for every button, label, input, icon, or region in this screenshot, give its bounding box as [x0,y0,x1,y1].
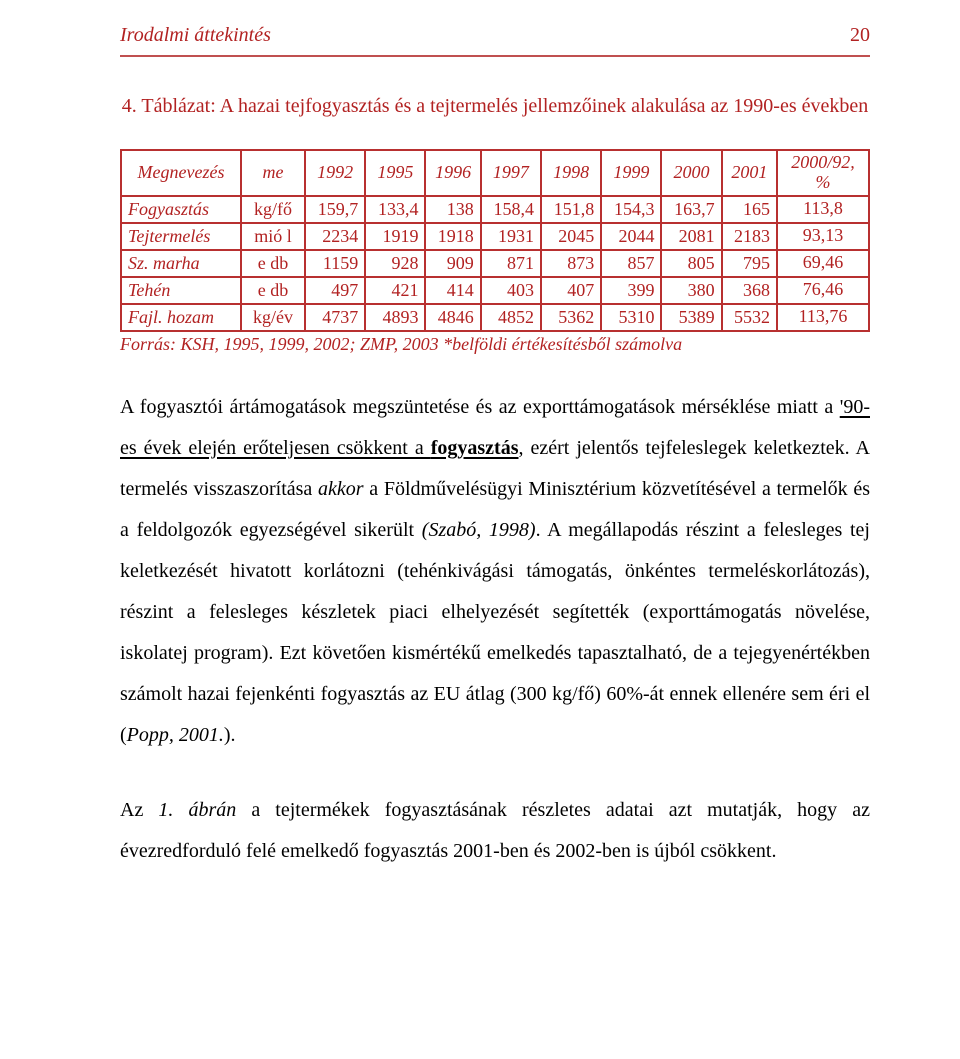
cell: 873 [541,250,601,277]
paragraph-2: Az 1. ábrán a tejtermékek fogyasztásának… [120,790,870,872]
cell: 5389 [661,304,721,331]
row-unit: e db [241,277,305,304]
text-underlined-bold: fogyasztás [431,437,519,459]
cell: 857 [601,250,661,277]
cell: 795 [722,250,777,277]
paragraph-1: A fogyasztói ártámogatások megszüntetése… [120,387,870,756]
row-label: Fogyasztás [121,196,241,223]
text-italic: 1. ábrán [158,799,236,821]
col-header: Megnevezés [121,150,241,196]
running-header: Irodalmi áttekintés 20 [120,24,870,57]
text-italic: akkor [318,478,364,500]
cell: 909 [425,250,480,277]
row-label: Fajl. hozam [121,304,241,331]
row-unit: mió l [241,223,305,250]
cell: 2081 [661,223,721,250]
cell: 2183 [722,223,777,250]
cell: 76,46 [777,277,869,304]
cell: 407 [541,277,601,304]
row-unit: kg/év [241,304,305,331]
row-label: Tejtermelés [121,223,241,250]
row-label: Sz. marha [121,250,241,277]
cell: 1918 [425,223,480,250]
cell: 4846 [425,304,480,331]
cell: 380 [661,277,721,304]
text-italic: Popp, 2001. [127,724,224,746]
text: ). [224,724,236,746]
row-unit: e db [241,250,305,277]
cell: 133,4 [365,196,425,223]
table-header-row: Megnevezés me 1992 1995 1996 1997 1998 1… [121,150,869,196]
table-row: Tehéne db49742141440340739938036876,46 [121,277,869,304]
cell: 93,13 [777,223,869,250]
cell: 163,7 [661,196,721,223]
col-header: 2000 [661,150,721,196]
table-source: Forrás: KSH, 1995, 1999, 2002; ZMP, 2003… [120,334,870,355]
cell: 154,3 [601,196,661,223]
cell: 421 [365,277,425,304]
cell: 368 [722,277,777,304]
col-header: 1997 [481,150,541,196]
cell: 414 [425,277,480,304]
cell: 1919 [365,223,425,250]
cell: 159,7 [305,196,365,223]
col-header: 1992 [305,150,365,196]
text: A fogyasztói ártámogatások megszüntetése… [120,396,840,418]
cell: 1159 [305,250,365,277]
table-title: 4. Táblázat: A hazai tejfogyasztás és a … [120,91,870,121]
data-table: Megnevezés me 1992 1995 1996 1997 1998 1… [120,149,870,332]
table-row: Tejtermelésmió l223419191918193120452044… [121,223,869,250]
cell: 2045 [541,223,601,250]
table-row: Fajl. hozamkg/év473748934846485253625310… [121,304,869,331]
running-title: Irodalmi áttekintés [120,24,271,47]
cell: 151,8 [541,196,601,223]
cell: 1931 [481,223,541,250]
table-row: Fogyasztáskg/fő159,7133,4138158,4151,815… [121,196,869,223]
col-header: 2000/92,% [777,150,869,196]
cell: 2044 [601,223,661,250]
col-header: 1996 [425,150,480,196]
cell: 138 [425,196,480,223]
cell: 805 [661,250,721,277]
col-header: 1999 [601,150,661,196]
col-header: 1998 [541,150,601,196]
text-italic: (Szabó, 1998) [422,519,536,541]
cell: 113,8 [777,196,869,223]
cell: 871 [481,250,541,277]
cell: 5310 [601,304,661,331]
cell: 5362 [541,304,601,331]
row-unit: kg/fő [241,196,305,223]
cell: 165 [722,196,777,223]
cell: 399 [601,277,661,304]
text: . A megállapodás részint a felesleges te… [120,519,870,746]
cell: 113,76 [777,304,869,331]
table-row: Sz. marhae db115992890987187385780579569… [121,250,869,277]
col-header: me [241,150,305,196]
text: Az [120,799,158,821]
cell: 4737 [305,304,365,331]
col-header: 1995 [365,150,425,196]
page-number: 20 [850,24,870,47]
cell: 158,4 [481,196,541,223]
cell: 497 [305,277,365,304]
cell: 2234 [305,223,365,250]
cell: 928 [365,250,425,277]
cell: 4852 [481,304,541,331]
cell: 69,46 [777,250,869,277]
cell: 4893 [365,304,425,331]
col-header: 2001 [722,150,777,196]
cell: 403 [481,277,541,304]
row-label: Tehén [121,277,241,304]
cell: 5532 [722,304,777,331]
